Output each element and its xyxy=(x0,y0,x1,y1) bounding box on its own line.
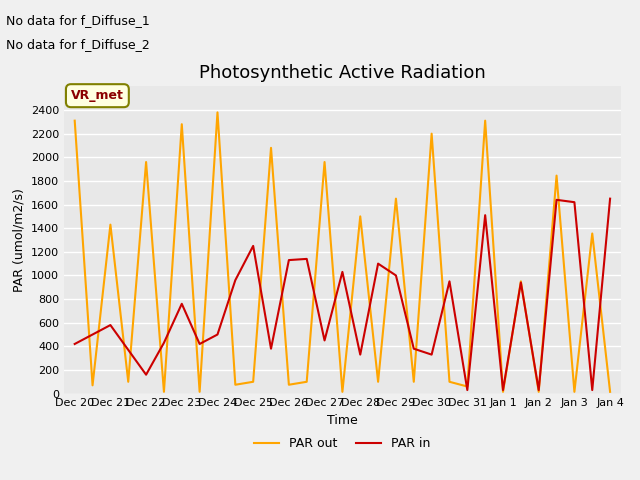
Title: Photosynthetic Active Radiation: Photosynthetic Active Radiation xyxy=(199,64,486,82)
PAR in xyxy=(303,256,310,262)
PAR in xyxy=(160,340,168,346)
PAR out xyxy=(142,159,150,165)
PAR out xyxy=(481,118,489,123)
Y-axis label: PAR (umol/m2/s): PAR (umol/m2/s) xyxy=(12,188,26,292)
PAR in xyxy=(178,301,186,307)
PAR out xyxy=(499,389,507,395)
PAR out xyxy=(285,382,292,388)
PAR out xyxy=(321,159,328,165)
PAR out xyxy=(89,383,97,388)
PAR out xyxy=(410,379,418,384)
PAR in xyxy=(445,278,453,284)
PAR in xyxy=(570,199,578,205)
PAR in xyxy=(410,346,418,351)
PAR out xyxy=(250,379,257,384)
PAR out xyxy=(445,379,453,384)
PAR in xyxy=(106,322,114,328)
Line: PAR in: PAR in xyxy=(75,199,610,390)
PAR out xyxy=(428,131,435,136)
PAR in xyxy=(250,243,257,249)
Line: PAR out: PAR out xyxy=(75,112,610,392)
PAR in xyxy=(499,387,507,393)
PAR in xyxy=(321,337,328,343)
PAR in xyxy=(124,347,132,353)
Text: VR_met: VR_met xyxy=(71,89,124,102)
PAR out xyxy=(232,382,239,388)
PAR in xyxy=(339,269,346,275)
PAR in xyxy=(267,346,275,351)
PAR in xyxy=(142,372,150,378)
PAR out xyxy=(535,389,543,395)
PAR in xyxy=(606,196,614,202)
PAR out xyxy=(356,214,364,219)
PAR in xyxy=(285,257,292,263)
PAR in xyxy=(481,212,489,218)
Legend: PAR out, PAR in: PAR out, PAR in xyxy=(249,432,436,455)
PAR in xyxy=(71,341,79,347)
PAR out xyxy=(570,389,578,395)
PAR in xyxy=(232,277,239,283)
PAR out xyxy=(196,389,204,395)
PAR in xyxy=(535,387,543,393)
PAR out xyxy=(553,173,561,179)
PAR in xyxy=(196,341,204,347)
PAR out xyxy=(606,389,614,395)
PAR in xyxy=(553,197,561,203)
PAR out xyxy=(267,145,275,151)
PAR out xyxy=(339,389,346,395)
PAR out xyxy=(106,222,114,228)
PAR out xyxy=(303,379,310,384)
PAR out xyxy=(588,230,596,236)
Text: No data for f_Diffuse_2: No data for f_Diffuse_2 xyxy=(6,38,150,51)
PAR out xyxy=(517,278,525,284)
PAR in xyxy=(356,352,364,358)
PAR out xyxy=(160,389,168,395)
PAR in xyxy=(463,387,471,393)
Text: No data for f_Diffuse_1: No data for f_Diffuse_1 xyxy=(6,14,150,27)
PAR in xyxy=(89,332,97,337)
PAR out xyxy=(374,379,382,384)
PAR in xyxy=(428,352,435,358)
PAR in xyxy=(588,387,596,393)
PAR out xyxy=(71,118,79,123)
PAR in xyxy=(392,273,400,278)
PAR out xyxy=(214,109,221,115)
PAR in xyxy=(214,332,221,337)
PAR in xyxy=(374,261,382,266)
PAR out xyxy=(178,121,186,127)
PAR out xyxy=(463,384,471,389)
PAR out xyxy=(392,196,400,202)
PAR in xyxy=(517,280,525,286)
X-axis label: Time: Time xyxy=(327,414,358,427)
PAR out xyxy=(124,379,132,384)
